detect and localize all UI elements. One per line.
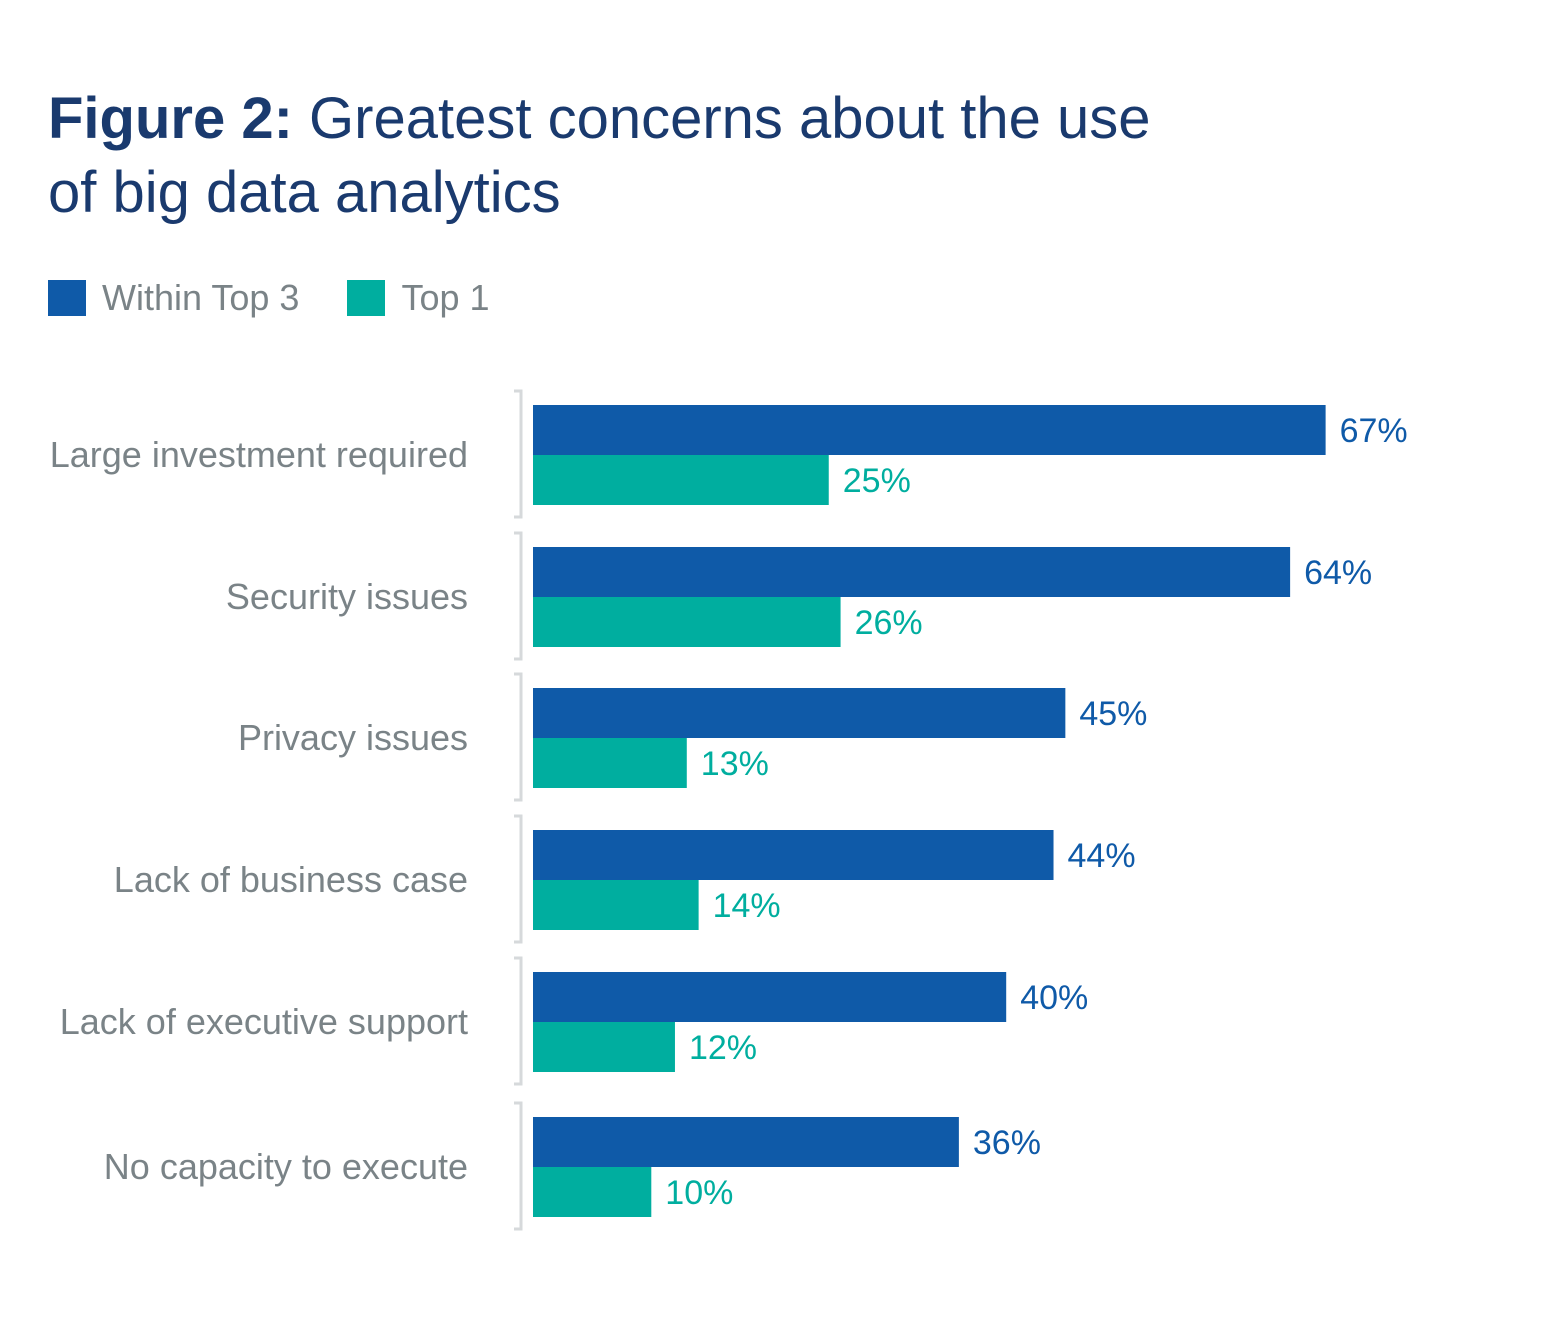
legend-item-top-1: Top 1: [347, 277, 490, 319]
bar-within-top-3-privacy-issues: [533, 688, 1066, 738]
legend: Within Top 3 Top 1: [48, 276, 538, 320]
data-label-top-1-lack-of-business-case: 14%: [713, 887, 781, 925]
data-label-top-1-privacy-issues: 13%: [701, 745, 769, 783]
data-label-within-top-3-privacy-issues: 45%: [1079, 695, 1147, 733]
bar-within-top-3-large-investment-required: [533, 405, 1326, 455]
category-bracket: [514, 814, 523, 944]
data-label-top-1-lack-of-executive-support: 12%: [689, 1029, 757, 1067]
bar-top-1-no-capacity-to-execute: [533, 1167, 652, 1217]
bar-top-1-lack-of-executive-support: [533, 1022, 675, 1072]
legend-label-within-top-3: Within Top 3: [102, 277, 300, 318]
category-bracket: [514, 672, 523, 802]
category-bracket: [514, 531, 523, 661]
category-bracket: [514, 389, 523, 519]
bar-within-top-3-lack-of-business-case: [533, 830, 1054, 880]
category-label-lack-of-executive-support: Lack of executive support: [60, 1001, 468, 1042]
legend-swatch-top-1: [347, 280, 386, 316]
data-label-top-1-security-issues: 26%: [855, 604, 923, 642]
category-bracket: [514, 1101, 523, 1231]
category-label-privacy-issues: Privacy issues: [238, 717, 468, 758]
category-label-lack-of-business-case: Lack of business case: [114, 859, 468, 900]
data-label-top-1-no-capacity-to-execute: 10%: [665, 1174, 733, 1212]
title-prefix: Figure 2:: [48, 86, 293, 151]
title-line-2: of big data analytics: [48, 160, 561, 225]
bar-within-top-3-no-capacity-to-execute: [533, 1117, 959, 1167]
category-label-large-investment-required: Large investment required: [50, 434, 468, 475]
bar-top-1-large-investment-required: [533, 455, 829, 505]
legend-item-within-top-3: Within Top 3: [48, 277, 299, 319]
category-label-security-issues: Security issues: [226, 576, 468, 617]
bar-top-1-security-issues: [533, 597, 841, 647]
bar-within-top-3-security-issues: [533, 547, 1291, 597]
title-line-1: Figure 2: Greatest concerns about the us…: [48, 82, 1348, 156]
chart-title: Figure 2: Greatest concerns about the us…: [48, 82, 1348, 230]
title-text: Greatest concerns about the use: [292, 86, 1151, 151]
data-label-within-top-3-no-capacity-to-execute: 36%: [973, 1124, 1041, 1162]
bar-within-top-3-lack-of-executive-support: [533, 972, 1007, 1022]
data-label-top-1-large-investment-required: 25%: [843, 462, 911, 500]
data-label-within-top-3-security-issues: 64%: [1304, 554, 1372, 592]
category-bracket: [514, 956, 523, 1086]
bar-top-1-lack-of-business-case: [533, 880, 699, 930]
category-label-no-capacity-to-execute: No capacity to execute: [104, 1146, 468, 1187]
data-label-within-top-3-lack-of-executive-support: 40%: [1020, 979, 1088, 1017]
data-label-within-top-3-large-investment-required: 67%: [1340, 412, 1408, 450]
legend-label-top-1: Top 1: [401, 277, 490, 318]
legend-swatch-within-top-3: [48, 280, 86, 316]
data-label-within-top-3-lack-of-business-case: 44%: [1068, 837, 1136, 875]
bar-top-1-privacy-issues: [533, 738, 687, 788]
